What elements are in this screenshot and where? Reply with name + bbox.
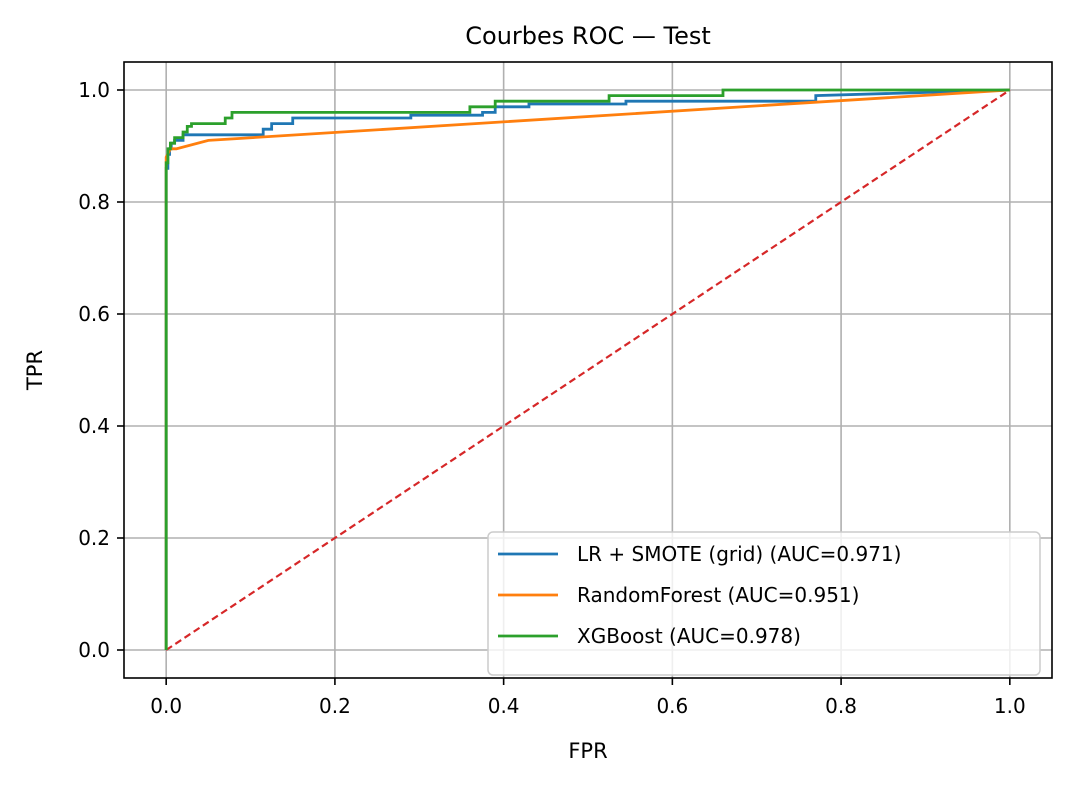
x-tick-label: 0.6 [656,694,688,718]
plot-frame [123,61,1053,679]
grid [124,62,1052,678]
legend-label: XGBoost (AUC=0.978) [577,624,801,648]
chance-diagonal-line [165,89,1011,651]
y-axis-label: TPR [23,350,47,391]
x-axis-label: FPR [568,739,607,763]
axis-ticks: 0.0 0.2 0.4 0.6 0.8 1.0 0.0 0.2 0.4 0.6 0.8 1.0 [78,78,1026,718]
y-tick-label: 0.4 [78,414,110,438]
series-line [164,88,1010,650]
legend-box [487,531,1041,676]
legend-label: RandomForest (AUC=0.951) [577,583,859,607]
legend: LR + SMOTE (grid) (AUC=0.971) RandomFores… [487,531,1041,676]
series-lines [164,88,1011,651]
y-tick-label: 0.2 [78,526,110,550]
x-tick-label: 0.2 [319,694,351,718]
y-tick-label: 0.6 [78,302,110,326]
x-tick-label: 0.0 [150,694,182,718]
y-tick-label: 1.0 [78,78,110,102]
chart-title: Courbes ROC — Test [465,22,711,50]
y-tick-label: 0.8 [78,190,110,214]
legend-label: LR + SMOTE (grid) (AUC=0.971) [577,542,901,566]
x-tick-label: 0.4 [488,694,520,718]
x-tick-label: 0.8 [825,694,857,718]
y-tick-label: 0.0 [78,638,110,662]
x-tick-label: 1.0 [994,694,1026,718]
